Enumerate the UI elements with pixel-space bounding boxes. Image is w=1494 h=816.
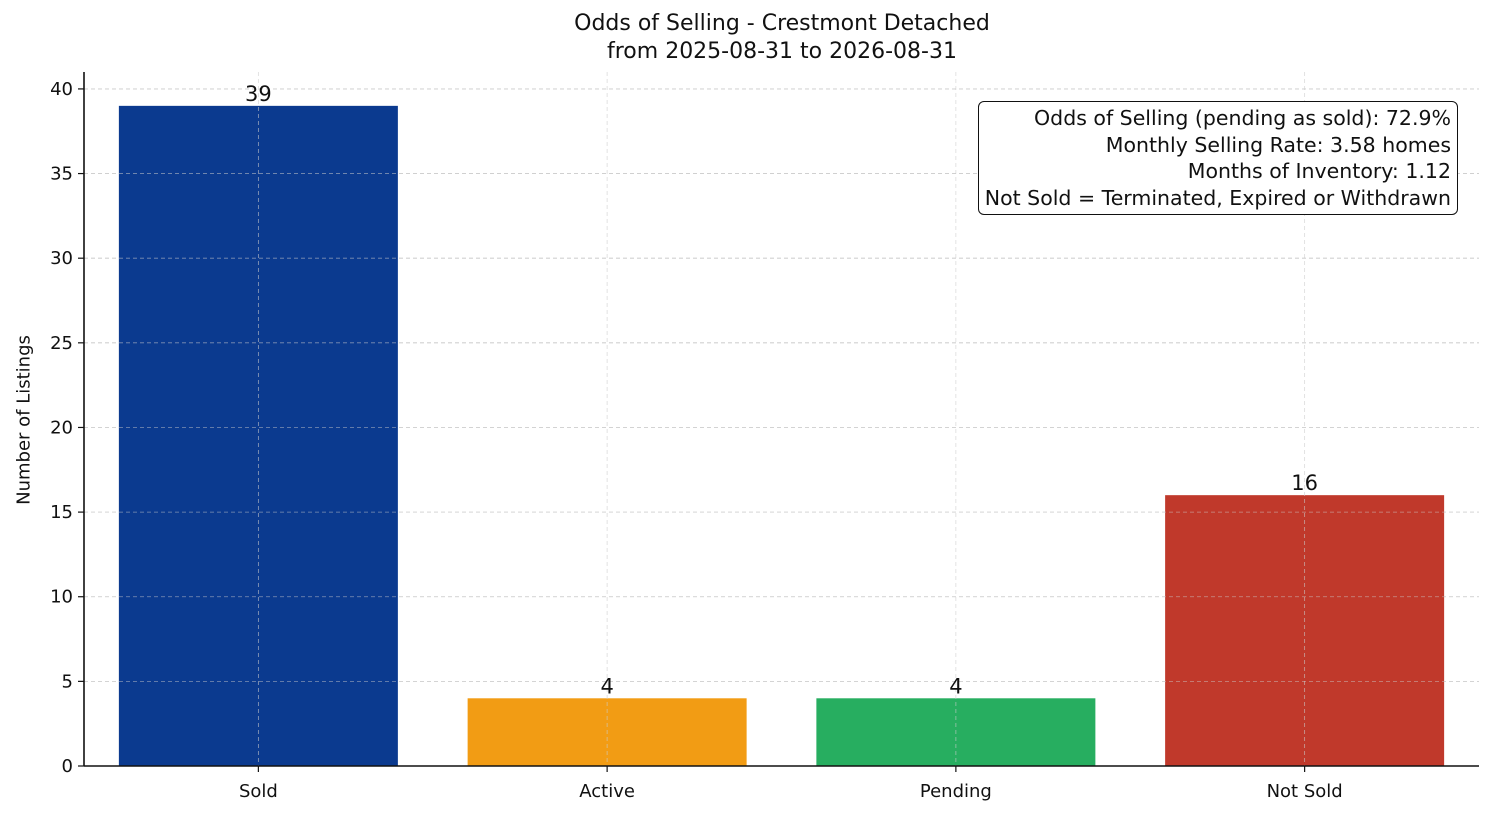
- data-label: 16: [1291, 471, 1318, 495]
- bar-sold: [118, 105, 398, 767]
- x-tick-label: Not Sold: [1267, 781, 1343, 802]
- stats-line-inventory: Months of Inventory: 1.12: [1187, 159, 1451, 183]
- y-tick-label: 30: [50, 248, 73, 269]
- chart-title: Odds of Selling - Crestmont Detached: [574, 11, 990, 36]
- y-tick-label: 0: [62, 756, 73, 777]
- y-tick-label: 5: [62, 671, 73, 692]
- y-tick-label: 40: [50, 79, 73, 100]
- x-tick-label: Sold: [239, 781, 278, 802]
- chart-subtitle: from 2025-08-31 to 2026-08-31: [607, 39, 957, 64]
- y-tick-label: 35: [50, 164, 73, 185]
- y-axis-label: Number of Listings: [13, 335, 35, 505]
- x-tick-label: Pending: [920, 781, 992, 802]
- y-tick-label: 25: [50, 333, 73, 354]
- data-label: 4: [600, 674, 613, 698]
- stats-annotation-box: Odds of Selling (pending as sold): 72.9%…: [977, 101, 1458, 215]
- stats-line-legend-note: Not Sold = Terminated, Expired or Withdr…: [984, 185, 1451, 210]
- data-label: 39: [245, 82, 272, 106]
- x-tick-label: Active: [579, 781, 635, 802]
- y-tick-label: 10: [50, 587, 73, 608]
- data-label: 4: [949, 674, 962, 698]
- stats-line-rate: Monthly Selling Rate: 3.58 homes: [1105, 132, 1451, 157]
- bar-not-sold: [1165, 495, 1445, 766]
- stats-line-odds: Odds of Selling (pending as sold): 72.9%: [1034, 106, 1451, 130]
- y-tick-label: 20: [50, 417, 73, 438]
- y-tick-label: 15: [50, 502, 73, 523]
